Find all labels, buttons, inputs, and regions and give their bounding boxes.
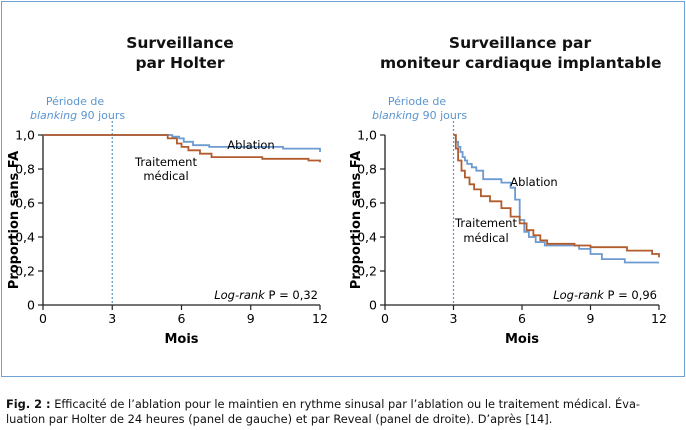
logrank-italic: Log-rank: [214, 288, 266, 302]
figure-frame: [1, 1, 685, 377]
panel-title-line: Surveillance par: [448, 34, 592, 52]
series-line-medical: [453, 134, 660, 258]
blanking-note-line: Période de: [45, 95, 105, 108]
y-tick-label: 0,4: [357, 230, 377, 245]
series-label-medical-line1: Traitement: [454, 216, 517, 230]
series-line-medical: [43, 134, 321, 163]
logrank-value: P = 0,96: [604, 288, 657, 302]
panel-title-holter: Surveillance par Holter: [90, 33, 270, 73]
blanking-note-rest: 90 jours: [419, 109, 468, 122]
x-tick-label: 0: [381, 311, 389, 326]
series-label-ablation: Ablation: [510, 175, 557, 189]
x-tick-label: 9: [247, 311, 255, 326]
y-tick-label: 0,8: [357, 162, 377, 177]
series-label-ablation: Ablation: [227, 138, 274, 152]
blanking-note-rest: 90 jours: [77, 109, 126, 122]
x-axis-title: Mois: [164, 332, 198, 347]
series-line-ablation: [453, 134, 659, 264]
x-tick-label: 9: [587, 311, 595, 326]
logrank-value: P = 0,32: [265, 288, 318, 302]
caption-prefix: Fig. 2 :: [6, 397, 51, 411]
x-tick-label: 0: [39, 311, 47, 326]
x-tick-label: 12: [312, 311, 328, 326]
y-tick-label: 0,4: [15, 230, 35, 245]
series-label-medical-line2: médical: [143, 169, 188, 183]
y-tick-label: 0,6: [357, 196, 377, 211]
y-tick-label: 0,2: [15, 264, 35, 279]
y-axis-title: Proportion sans FA: [7, 151, 22, 289]
x-axis-title: Mois: [505, 332, 539, 347]
x-tick-label: 12: [651, 311, 667, 326]
y-tick-label: 0,6: [15, 196, 35, 211]
caption-line-2: luation par Holter de 24 heures (panel d…: [6, 412, 553, 426]
x-tick-label: 3: [108, 311, 116, 326]
y-tick-label: 1,0: [15, 128, 35, 143]
logrank-annotation: Log-rank P = 0,32: [214, 288, 318, 302]
panel-title-line: par Holter: [135, 54, 225, 72]
blanking-note-holter: Période de blanking 90 jours: [30, 95, 125, 123]
panel-title-line: moniteur cardiaque implantable: [380, 54, 662, 72]
series-label-medical-line2: médical: [463, 231, 508, 245]
blanking-note-italic: blanking: [30, 109, 78, 122]
y-tick-label: 0: [369, 298, 377, 313]
panel-title-implant: Surveillance par moniteur cardiaque impl…: [380, 33, 662, 73]
blanking-note-line: Période de: [387, 95, 447, 108]
x-tick-label: 6: [178, 311, 186, 326]
y-tick-label: 1,0: [357, 128, 377, 143]
y-tick-label: 0,8: [15, 162, 35, 177]
series-line-ablation: [43, 134, 321, 152]
figure-caption: Fig. 2 : Efficacité de l’ablation pour l…: [6, 397, 682, 427]
logrank-italic: Log-rank: [553, 288, 605, 302]
series-label-medical-line1: Traitement: [134, 155, 197, 169]
blanking-note-italic: blanking: [372, 109, 420, 122]
blanking-note-implant: Période de blanking 90 jours: [372, 95, 467, 123]
panel-title-line: Surveillance: [126, 34, 234, 52]
caption-line-1: Efficacité de l’ablation pour le maintie…: [50, 397, 641, 411]
y-tick-label: 0: [27, 298, 35, 313]
x-tick-label: 6: [518, 311, 526, 326]
logrank-annotation: Log-rank P = 0,96: [553, 288, 657, 302]
y-axis-title: Proportion sans FA: [349, 151, 364, 289]
x-tick-label: 3: [450, 311, 458, 326]
y-tick-label: 0,2: [357, 264, 377, 279]
